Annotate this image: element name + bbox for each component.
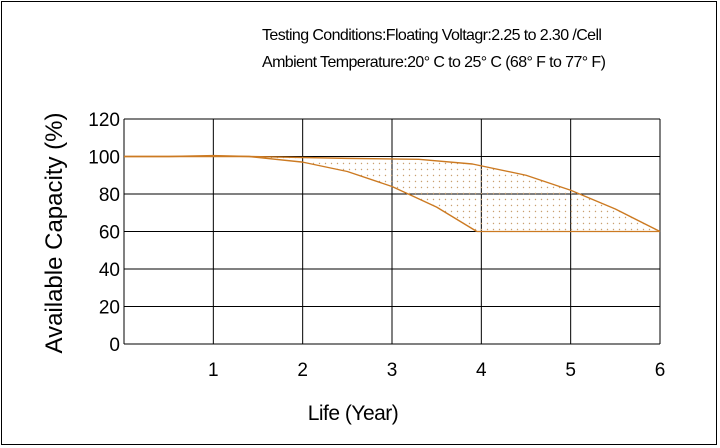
y-tick-label: 80 — [99, 185, 120, 206]
x-tick-labels: 1 2 3 4 5 6 — [208, 360, 665, 381]
band-fill — [124, 155, 660, 232]
y-tick-label: 20 — [99, 298, 120, 319]
x-tick-label: 4 — [476, 360, 487, 381]
x-tick-label: 6 — [655, 360, 666, 381]
y-tick-label: 100 — [88, 148, 120, 169]
x-tick-label: 2 — [297, 360, 308, 381]
y-tick-labels: 0 20 40 60 80 100 120 — [88, 110, 120, 356]
x-tick-label: 3 — [387, 360, 398, 381]
series-line-2 — [124, 155, 661, 233]
series-lines — [124, 154, 661, 233]
ambient-temperature-text: Ambient Temperature:20° C to 25° C (68° … — [262, 54, 606, 71]
testing-conditions-text: Testing Conditions:Floating Voltagr:2.25… — [262, 27, 601, 44]
y-tick-label: 0 — [109, 335, 120, 356]
y-axis-label: Available Capacity (%) — [41, 113, 68, 354]
y-tick-label: 40 — [99, 260, 120, 281]
y-tick-label: 60 — [99, 223, 120, 244]
x-tick-label: 5 — [565, 360, 576, 381]
capacity-band — [124, 155, 660, 233]
y-tick-label: 120 — [88, 110, 120, 131]
x-axis-label: Life (Year) — [308, 402, 399, 425]
x-tick-label: 1 — [208, 360, 219, 381]
